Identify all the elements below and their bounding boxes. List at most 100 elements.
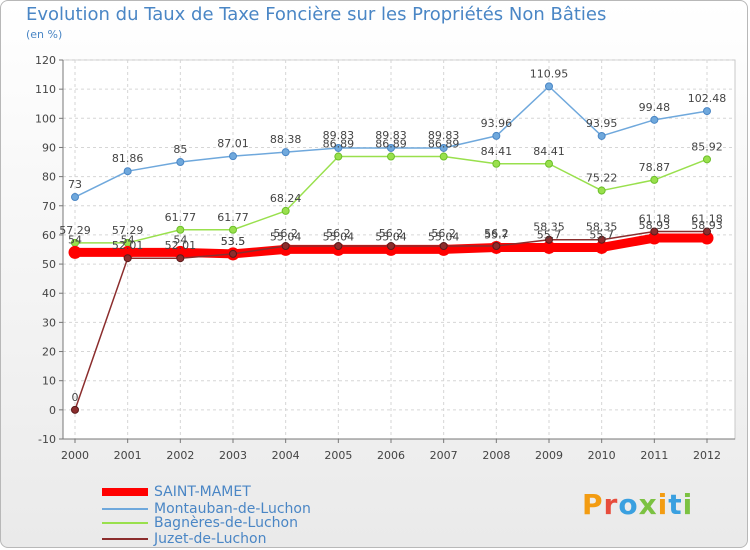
data-point [597,186,606,195]
x-tick-label: 2012 [693,449,721,462]
data-label: 88.38 [270,133,302,146]
proxiti-logo: Proxiti [582,488,694,521]
data-label: 81.86 [112,152,144,165]
y-tick-label: 100 [35,112,56,125]
legend-swatch-saint-mamet [102,488,148,496]
x-tick-label: 2011 [640,449,668,462]
data-label: 75.22 [586,172,618,185]
data-point [71,193,79,202]
data-point [281,242,290,251]
data-label: 89.83 [428,129,460,142]
data-point [229,249,237,258]
y-tick-label: 60 [42,229,56,242]
y-tick-label: 30 [42,316,56,329]
y-tick-label: 120 [35,54,56,67]
data-point [68,245,82,259]
y-tick-label: 70 [42,200,56,213]
data-label: 87.01 [217,137,249,150]
x-tick-label: 2004 [272,449,300,462]
data-point [334,143,343,152]
data-label: 93.95 [586,117,618,130]
data-point [597,235,606,244]
data-point [439,242,448,251]
data-point [71,405,79,414]
data-point [123,167,132,176]
y-tick-label: 0 [49,404,56,417]
data-label: 78.87 [639,161,671,174]
data-label: 55.04 [323,230,355,243]
data-point [176,225,185,234]
data-label: 52.01 [165,239,197,252]
data-label: 55.04 [375,230,407,243]
data-point [492,242,501,251]
data-point [176,254,185,263]
x-tick-label: 2009 [535,449,563,462]
data-point [387,143,395,152]
data-label: 58.93 [691,219,723,232]
data-point [439,143,448,152]
data-label: 89.83 [375,129,407,142]
data-label: 73 [68,178,82,191]
data-point [597,131,606,140]
data-label: 56.2 [273,227,298,240]
data-point [439,152,448,161]
x-tick-label: 2000 [61,449,89,462]
x-tick-label: 2010 [588,449,616,462]
data-label: 58.35 [533,221,565,234]
legend-label: SAINT-MAMET [154,484,251,500]
data-label: 0 [72,391,79,404]
data-point [387,152,395,161]
data-label: 68.24 [270,192,302,205]
data-point [334,242,343,251]
legend-swatch-bagneres [102,522,148,524]
data-label: 89.83 [323,129,355,142]
data-label: 56.2 [379,227,404,240]
data-point [545,159,553,168]
data-label: 86.89 [375,138,407,151]
data-point [387,242,395,251]
data-label: 84.41 [533,145,565,158]
data-label: 86.89 [428,138,460,151]
data-label: 55.7 [537,228,562,241]
data-point [650,175,659,184]
data-point [334,152,343,161]
data-label: 55.7 [484,228,509,241]
data-point [176,158,185,167]
data-point [281,148,290,157]
x-tick-label: 2001 [114,449,142,462]
x-tick-label: 2002 [166,449,194,462]
data-point [229,152,237,161]
data-point [703,155,711,164]
y-tick-label: 20 [42,346,56,359]
data-label: 53.5 [221,235,246,248]
data-label: 55.04 [428,230,460,243]
data-point [492,159,501,168]
data-point [229,225,237,234]
data-label: 86.89 [323,138,355,151]
legend-label: Juzet-de-Luchon [154,531,267,547]
y-tick-label: 50 [42,258,56,271]
x-tick-label: 2005 [324,449,352,462]
y-tick-label: 90 [42,141,56,154]
data-point [703,107,711,116]
data-label: 102.48 [688,92,727,105]
data-label: 57.29 [112,224,144,237]
data-label: 61.18 [691,212,723,225]
data-label: 53.5 [221,235,246,248]
legend-label: Montauban-de-Luchon [154,501,311,517]
y-tick-label: 10 [42,375,56,388]
data-label: 99.48 [639,101,671,114]
legend-swatch-juzet [102,538,148,540]
x-tick-label: 2007 [430,449,458,462]
x-tick-label: 2006 [377,449,405,462]
legend-label: Bagnères-de-Luchon [154,515,298,531]
data-label: 57.29 [59,224,91,237]
x-tick-label: 2003 [219,449,247,462]
data-label: 54 [68,233,82,246]
data-label: 85 [173,143,187,156]
data-label: 55.7 [589,228,614,241]
data-point [281,206,290,215]
data-label: 56.2 [484,227,509,240]
chart-title: Evolution du Taux de Taxe Foncière sur l… [26,4,607,25]
data-label: 61.18 [639,212,671,225]
